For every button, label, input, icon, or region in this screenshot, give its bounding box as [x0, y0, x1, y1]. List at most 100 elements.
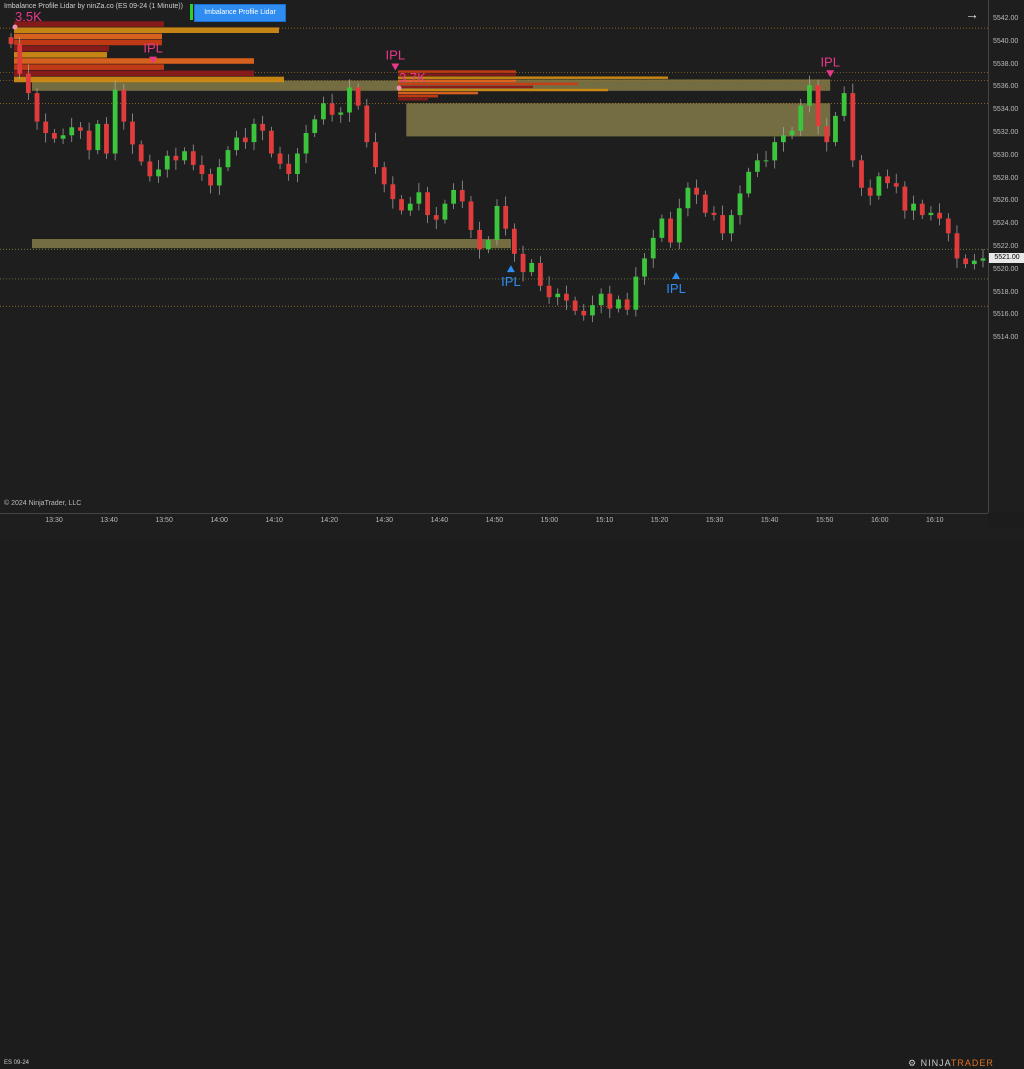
profile-anchor-dot: [396, 85, 402, 91]
price-tick-label: 5536.00: [993, 83, 1019, 91]
candle-body: [754, 160, 760, 172]
candle-body: [294, 153, 300, 175]
time-tick-label: 16:00: [870, 517, 889, 524]
scroll-right-icon[interactable]: →: [965, 6, 979, 22]
candle-body: [216, 167, 222, 186]
candle-body: [199, 164, 205, 175]
candle-body: [268, 130, 274, 154]
candle-body: [911, 203, 916, 211]
volume-profile-bar: [398, 70, 516, 73]
time-tick-label: 16:10: [926, 517, 944, 524]
price-chart[interactable]: 3.5K 3.7K IPL IPL IPL IPL IPL: [0, 0, 988, 513]
candle-body: [529, 262, 535, 273]
volume-profile-bar: [398, 85, 533, 89]
time-tick-label: 14:20: [320, 517, 339, 524]
candle-body: [459, 190, 465, 202]
price-tick-label: 5530.00: [993, 151, 1019, 159]
candle-body: [763, 160, 769, 162]
chart-panel[interactable]: 3.5K 3.7K IPL IPL IPL IPL IPL Imbalance Profil…: [0, 0, 988, 513]
candle-body: [364, 105, 370, 143]
candle-body: [685, 187, 691, 209]
candle-body: [173, 155, 179, 161]
imbalance-zone: [31, 80, 412, 91]
candle-body: [312, 119, 318, 133]
volume-profile-bar: [14, 70, 254, 77]
volume-profile-bar: [14, 58, 254, 64]
candle-body: [503, 205, 509, 229]
candle-body: [407, 203, 413, 211]
price-tick-label: 5534.00: [993, 106, 1019, 114]
candle-body: [225, 150, 231, 168]
candle-body: [8, 37, 14, 45]
volume-label: 3.5K: [15, 9, 42, 24]
candle-body: [338, 112, 344, 115]
candle-body: [815, 85, 821, 127]
candle-body: [190, 151, 196, 165]
candle-body: [546, 285, 552, 298]
candle-body: [485, 240, 491, 250]
candle-body: [442, 203, 448, 220]
candle-body: [789, 130, 795, 136]
candle-body: [95, 123, 101, 151]
ipl-label: IPL: [501, 274, 521, 289]
price-tick-label: 5524.00: [993, 220, 1019, 228]
imbalance-zone: [406, 79, 831, 91]
candle-body: [112, 89, 118, 154]
price-tick-label: 5518.00: [993, 288, 1019, 296]
candle-body: [138, 144, 144, 162]
candle-body: [477, 229, 483, 250]
candle-body: [234, 137, 240, 151]
candle-body: [86, 130, 92, 151]
price-tick-label: 5514.00: [993, 334, 1019, 342]
ipl-label: IPL: [143, 41, 163, 56]
ipl-label: IPL: [666, 281, 686, 296]
indicator-status-light: [190, 4, 193, 20]
volume-profile-bar: [398, 79, 516, 83]
candle-body: [728, 215, 734, 234]
candle-body: [971, 260, 977, 265]
candle-body: [807, 85, 812, 106]
candle-body: [772, 142, 778, 161]
candle-body: [104, 123, 109, 154]
candle-body: [720, 215, 726, 234]
time-tick-label: 15:30: [705, 517, 724, 524]
volume-profile-bar: [14, 39, 162, 46]
candle-body: [616, 299, 621, 309]
candle-body: [208, 174, 214, 186]
candle-body: [390, 184, 396, 200]
candle-body: [902, 186, 908, 211]
candle-body: [590, 305, 595, 316]
time-tick-label: 14:00: [210, 517, 228, 524]
indicator-toggle-button[interactable]: Imbalance Profile Lidar: [194, 4, 286, 22]
candle-body: [277, 153, 283, 164]
price-tick-label: 5540.00: [993, 37, 1019, 45]
time-tick-label: 14:10: [265, 517, 283, 524]
status-bar: ES 09-24 ⚙ NINJATRADER: [0, 529, 1024, 1068]
candle-body: [694, 187, 700, 195]
time-tick-label: 15:40: [760, 517, 779, 524]
time-axis[interactable]: 13:30 13:40 13:50 14:00 14:10 14:20 14:30 14:40…: [0, 513, 988, 530]
volume-profile-bar: [398, 76, 668, 79]
candle-body: [928, 212, 934, 216]
logo-suffix: TRADER: [950, 1058, 994, 1068]
candle-body: [34, 93, 40, 122]
time-tick-label: 14:40: [430, 517, 449, 524]
ipl-label: IPL: [386, 47, 406, 62]
candle-body: [711, 212, 717, 216]
volume-profile-bar: [398, 82, 578, 86]
candle-body: [963, 258, 969, 265]
candle-body: [25, 73, 31, 94]
price-axis[interactable]: 5542.00 5540.00 5538.00 5536.00 5534.00 5532.…: [988, 0, 1024, 513]
candle-body: [624, 299, 630, 310]
time-tick-label: 13:40: [100, 517, 118, 524]
candle-body: [859, 160, 864, 188]
candle-body: [746, 171, 752, 194]
candle-body: [702, 194, 708, 213]
imbalance-zone: [406, 103, 831, 137]
candle-body: [737, 193, 743, 216]
candle-body: [876, 176, 882, 196]
ipl-label: IPL: [820, 54, 840, 69]
candle-body: [885, 176, 890, 184]
candle-body: [468, 201, 474, 230]
candle-body: [425, 192, 430, 216]
